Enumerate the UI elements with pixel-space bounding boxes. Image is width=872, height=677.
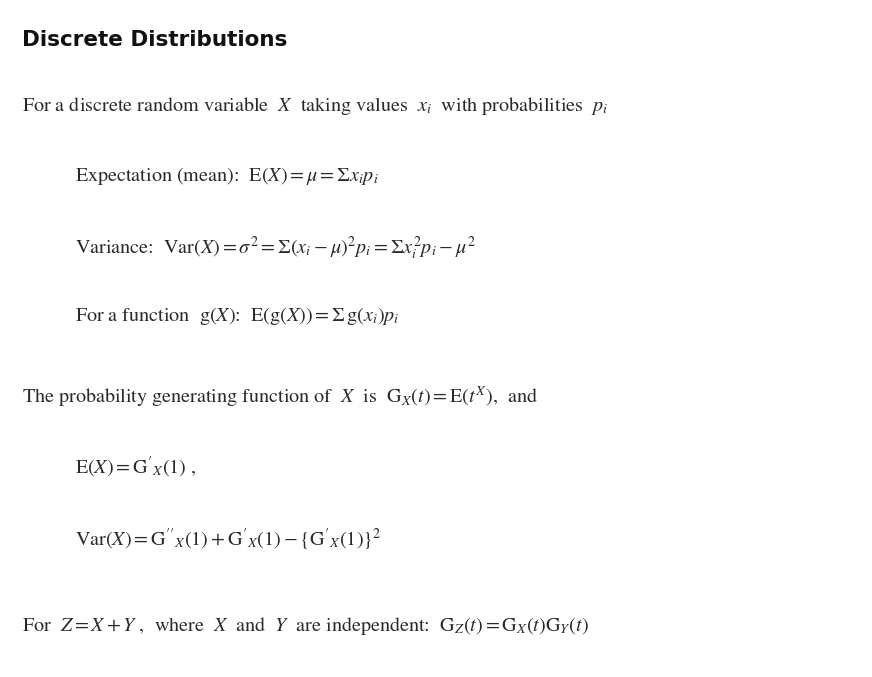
Text: For a discrete random variable  $X$  taking values  $x_i$  with probabilities  $: For a discrete random variable $X$ takin… — [22, 95, 609, 117]
Text: For  $Z = X + Y$ ,  where  $X$  and  $Y$  are independent:  $\mathrm{G}_Z(t) = \: For $Z = X + Y$ , where $X$ and $Y$ are … — [22, 615, 589, 637]
Text: Discrete Distributions: Discrete Distributions — [22, 30, 288, 50]
Text: The probability generating function of  $X$  is  $\mathrm{G}_X(t) = \mathrm{E}(t: The probability generating function of $… — [22, 385, 538, 410]
Text: For a function  $\mathrm{g}(X)$:  $\mathrm{E}(\mathrm{g}(X)) = \Sigma\, \mathrm{: For a function $\mathrm{g}(X)$: $\mathrm… — [75, 305, 399, 327]
Text: $\mathrm{E}(X) = \mathrm{G}'_X(1)$ ,: $\mathrm{E}(X) = \mathrm{G}'_X(1)$ , — [75, 455, 196, 480]
Text: Variance:  $\mathrm{Var}(X) = \sigma^2 = \Sigma(x_i - \mu)^2 p_i = \Sigma x_i^2 : Variance: $\mathrm{Var}(X) = \sigma^2 = … — [75, 235, 476, 263]
Text: $\mathrm{Var}(X) = \mathrm{G}''_X(1) + \mathrm{G}'_X(1) - \{\mathrm{G}'_X(1)\}^2: $\mathrm{Var}(X) = \mathrm{G}''_X(1) + \… — [75, 527, 381, 553]
Text: Expectation (mean):  $\mathrm{E}(X) = \mu = \Sigma x_i p_i$: Expectation (mean): $\mathrm{E}(X) = \mu… — [75, 165, 378, 187]
